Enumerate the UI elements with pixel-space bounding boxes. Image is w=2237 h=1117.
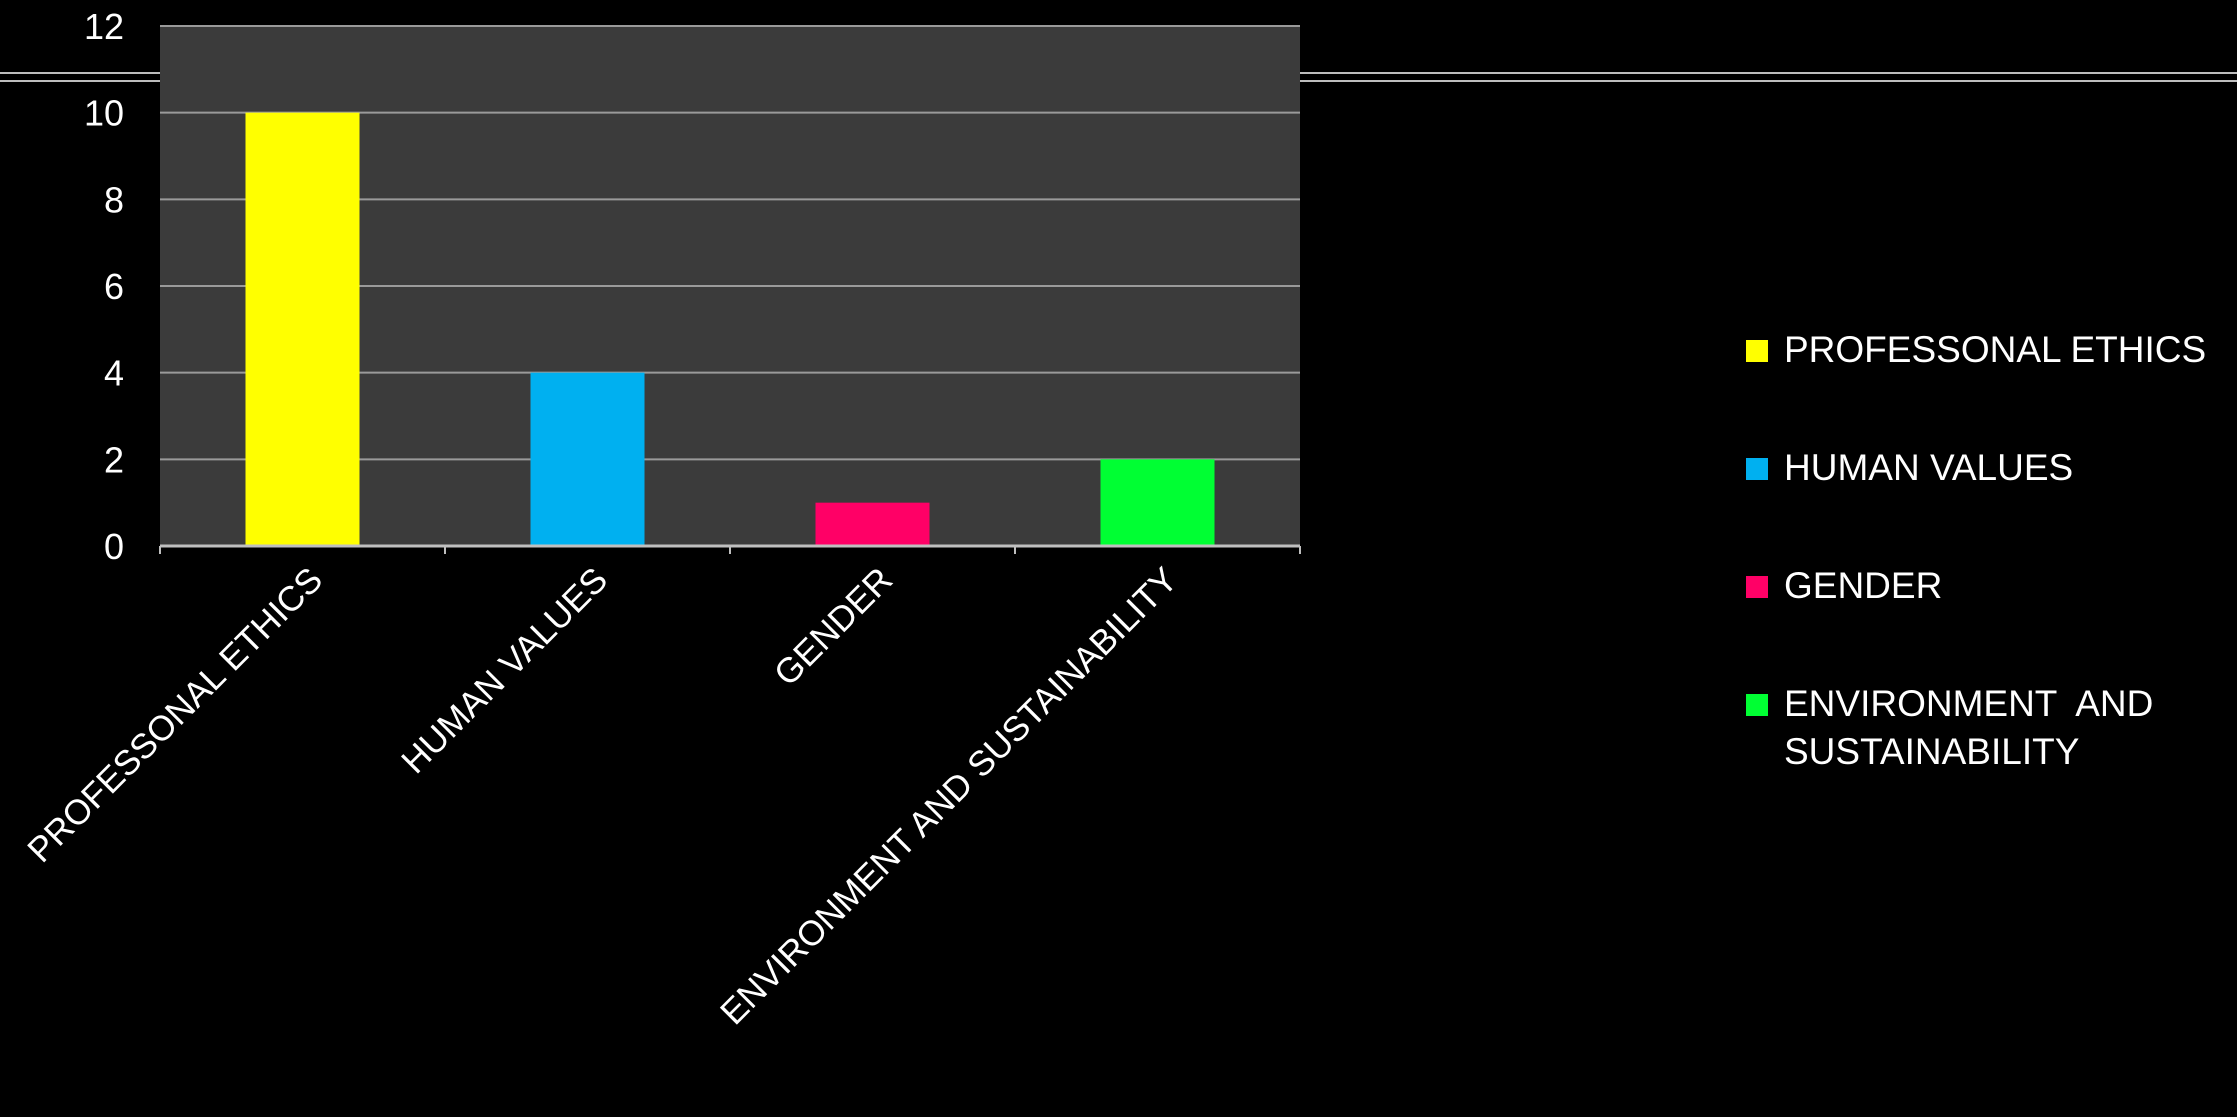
- x-axis-labels: PROFESSONAL ETHICS HUMAN VALUES GENDERENVI…: [20, 560, 1185, 1032]
- y-tick-label: 8: [104, 179, 124, 220]
- legend-item: HUMAN VALUES: [1746, 444, 2226, 492]
- legend-item: GENDER: [1746, 562, 2226, 610]
- legend: PROFESSONAL ETHICS HUMAN VALUES GENDER ENVI…: [1746, 320, 2226, 846]
- bar-professonal-ethics: [245, 112, 360, 547]
- y-axis-ticks: 0 2 4 6 8 10 12: [84, 6, 124, 567]
- y-tick-label: 6: [104, 266, 124, 307]
- bars: [245, 112, 1215, 547]
- legend-swatch: [1746, 458, 1768, 480]
- legend-item: ENVIRONMENT AND SUSTAINABILITY: [1746, 680, 2226, 776]
- x-axis-tick-marks: [159, 546, 1301, 554]
- legend-label: GENDER: [1784, 565, 1943, 606]
- legend-swatch: [1746, 340, 1768, 362]
- y-tick-label: 10: [84, 93, 124, 134]
- legend-swatch: [1746, 694, 1768, 716]
- x-category-label: GENDER: [767, 560, 900, 693]
- legend-label: HUMAN VALUES: [1784, 447, 2074, 488]
- y-tick-label: 0: [104, 526, 124, 567]
- bar-environment-and-sustainability: [1100, 459, 1215, 546]
- y-tick-label: 2: [104, 439, 124, 480]
- legend-label: ENVIRONMENT AND SUSTAINABILITY: [1784, 683, 2164, 772]
- x-category-label: HUMAN VALUES: [394, 560, 615, 781]
- legend-item: PROFESSONAL ETHICS: [1746, 326, 2226, 374]
- y-tick-label: 4: [104, 353, 124, 394]
- bar-human-values: [530, 372, 645, 546]
- bar-chart: 0 2 4 6 8 10 12 PROFESSONAL ETHICS HUMAN VALUES…: [20, 6, 1301, 1032]
- y-tick-label: 12: [84, 6, 124, 47]
- x-category-label: ENVIRONMENT AND SUSTAINABILITY: [713, 560, 1185, 1032]
- legend-swatch: [1746, 576, 1768, 598]
- legend-label: PROFESSONAL ETHICS: [1784, 329, 2207, 370]
- bar-gender: [815, 502, 930, 546]
- x-category-label: PROFESSONAL ETHICS: [20, 560, 330, 870]
